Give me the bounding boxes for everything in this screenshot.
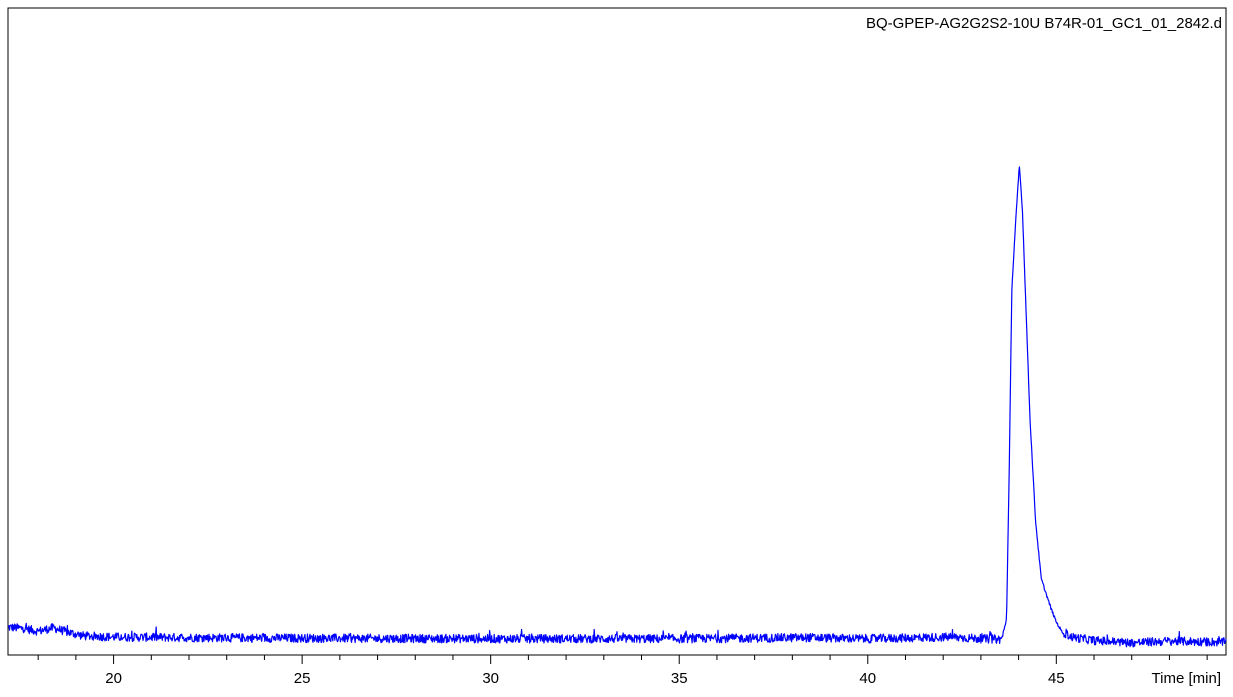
chart-title: BQ-GPEP-AG2G2S2-10U B74R-01_GC1_01_2842.… xyxy=(866,15,1222,32)
x-axis-label: Time [min] xyxy=(1152,670,1221,687)
x-axis: 20 25 30 35 40 45 xyxy=(37,655,1208,687)
plot-frame xyxy=(7,7,1227,656)
series-layer xyxy=(7,166,1227,648)
x-tick-label: 35 xyxy=(671,670,688,687)
x-tick-label: 25 xyxy=(294,670,311,687)
chromatogram-trace xyxy=(7,166,1227,648)
x-tick-label: 45 xyxy=(1048,670,1065,687)
x-tick-label: 30 xyxy=(482,670,499,687)
x-tick-label: 20 xyxy=(105,670,122,687)
x-tick-label: 40 xyxy=(859,670,876,687)
